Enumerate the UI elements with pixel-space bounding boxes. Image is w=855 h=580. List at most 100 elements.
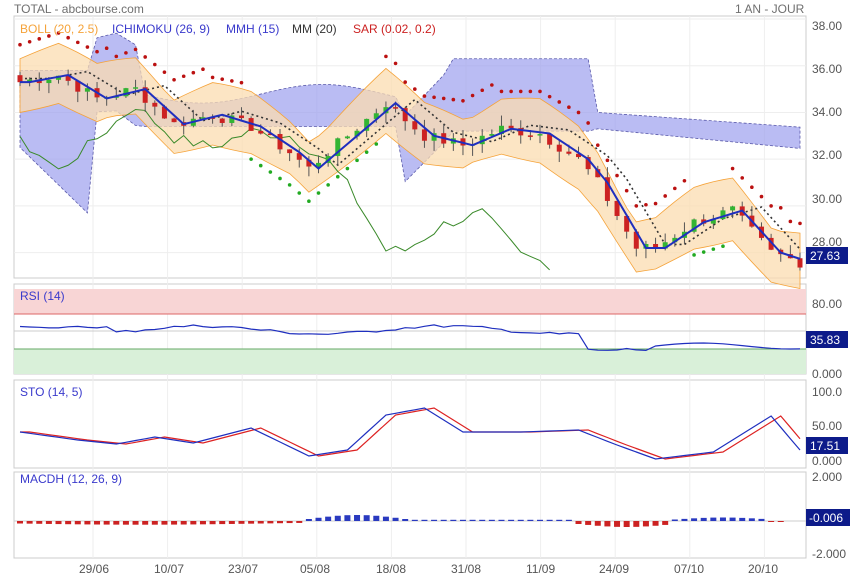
macd-bar (296, 521, 303, 523)
macd-bar (36, 521, 43, 524)
chart-source-title: TOTAL - abcbourse.com (14, 2, 144, 16)
candle-body (653, 244, 659, 249)
rsi-value-badge (806, 331, 848, 348)
candle-body (364, 118, 370, 131)
sar-dot (413, 87, 417, 91)
macd-bar (556, 519, 563, 521)
sar-dot (615, 173, 619, 178)
candle-body (720, 210, 726, 220)
price-tick: 38.00 (812, 19, 842, 33)
candle-body (537, 134, 543, 136)
sar-dot (316, 191, 321, 195)
macd-bar (652, 521, 659, 526)
candle-body (421, 129, 427, 141)
sar-dot (567, 105, 571, 109)
x-label: 11/09 (526, 562, 555, 576)
rsi-tick: 0.000 (812, 367, 842, 381)
macd-bar (739, 517, 746, 521)
sto-value-badge (806, 437, 848, 454)
candle-body (17, 75, 23, 83)
x-label: 05/08 (300, 562, 330, 576)
rsi-layer (14, 289, 806, 374)
macd-bar (151, 521, 158, 525)
sar-dot (47, 34, 51, 38)
sar-dot (586, 121, 590, 125)
sar-dot (239, 80, 244, 85)
macd-bar (74, 521, 81, 525)
candle-body (335, 138, 341, 157)
sto-tick: 50.00 (812, 419, 842, 433)
x-label: 07/10 (674, 562, 704, 576)
sar-dot (374, 142, 379, 146)
macd-bar (450, 519, 457, 521)
macd-bar (325, 516, 332, 521)
candle-body (527, 135, 533, 137)
sar-dot (268, 170, 273, 174)
macd-bar (344, 515, 351, 521)
sar-dot (634, 204, 639, 208)
macd-bar (681, 518, 688, 521)
price-tick: 32.00 (812, 148, 842, 162)
sar-dot (528, 89, 533, 94)
sar-dot (66, 35, 70, 40)
macd-bar (431, 519, 438, 521)
sar-dot (422, 94, 427, 98)
sar-dot (18, 42, 22, 47)
candle-body (710, 219, 716, 224)
candle-body (65, 75, 71, 81)
sar-dot (663, 194, 667, 198)
sar-dot (297, 191, 302, 195)
macd-bar (286, 521, 293, 524)
sar-dot (518, 89, 523, 94)
candle-body (489, 134, 495, 136)
candle-body (604, 177, 610, 201)
macd-bar (161, 521, 168, 525)
macd-bar (132, 521, 139, 525)
sar-dot (682, 178, 687, 183)
sar-dot (393, 61, 398, 66)
sar-dot (692, 253, 696, 257)
macd-bar (623, 521, 630, 527)
macd-bar (729, 517, 736, 521)
sar-dot (778, 206, 783, 210)
price-last-value: 27.63 (810, 249, 840, 263)
macd-bar (662, 521, 669, 525)
macd-bar (748, 518, 755, 521)
macd-bar (267, 521, 274, 524)
macd-bar (758, 518, 765, 521)
x-label: 31/08 (451, 562, 481, 576)
macd-bar (113, 521, 120, 525)
macd-bar (537, 519, 543, 521)
sar-dot (181, 74, 186, 79)
macd-bar (498, 519, 505, 521)
sar-dot (364, 150, 369, 154)
candle-body (306, 159, 312, 167)
sar-dot (721, 244, 725, 249)
macd-bar (334, 515, 341, 521)
legend-sar: SAR (0.02, 0.2) (353, 22, 436, 36)
rsi-title: RSI (14) (20, 289, 65, 303)
legend-mm: MM (20) (292, 22, 337, 36)
sar-dot (730, 166, 735, 171)
macd-bar (488, 519, 495, 521)
candle-body (75, 80, 81, 92)
sar-dot (557, 100, 562, 104)
sar-dot (461, 98, 465, 103)
sar-dot (605, 158, 610, 163)
sar-dot (191, 70, 196, 75)
macd-bar (411, 519, 418, 521)
candle-body (556, 144, 562, 152)
macd-bar (190, 521, 197, 525)
candle-body (508, 125, 514, 129)
rsi-oversold-zone (14, 349, 806, 374)
sar-dot (759, 194, 764, 199)
sar-dot (124, 51, 128, 55)
macd-bar (277, 521, 283, 524)
sar-dot (249, 157, 253, 161)
macd-bar (517, 519, 524, 521)
candle-body (229, 115, 235, 123)
sar-dot (326, 183, 330, 187)
candle-body (84, 88, 90, 92)
macd-bar (180, 521, 187, 525)
